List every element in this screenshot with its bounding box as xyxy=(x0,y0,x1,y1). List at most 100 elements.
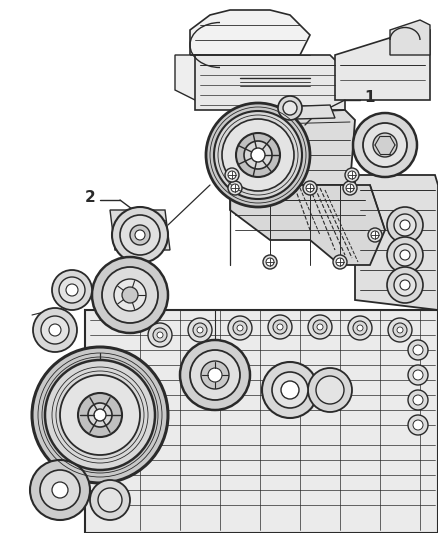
Circle shape xyxy=(112,207,168,263)
Circle shape xyxy=(193,323,207,337)
Circle shape xyxy=(236,133,280,177)
Circle shape xyxy=(387,267,423,303)
Circle shape xyxy=(353,113,417,177)
Circle shape xyxy=(237,325,243,331)
Circle shape xyxy=(316,376,344,404)
Circle shape xyxy=(52,270,92,310)
Circle shape xyxy=(78,393,122,437)
Circle shape xyxy=(188,318,212,342)
Circle shape xyxy=(32,347,168,483)
Circle shape xyxy=(222,119,294,191)
Circle shape xyxy=(102,267,158,323)
Circle shape xyxy=(408,340,428,360)
Circle shape xyxy=(387,237,423,273)
Circle shape xyxy=(94,409,106,421)
Circle shape xyxy=(388,318,412,342)
Circle shape xyxy=(400,280,410,290)
Circle shape xyxy=(90,480,130,520)
Polygon shape xyxy=(335,30,430,100)
Circle shape xyxy=(45,360,155,470)
Circle shape xyxy=(408,365,428,385)
Circle shape xyxy=(201,361,229,389)
Polygon shape xyxy=(390,20,430,55)
Circle shape xyxy=(33,308,77,352)
Circle shape xyxy=(348,171,356,179)
Polygon shape xyxy=(110,210,170,250)
Circle shape xyxy=(66,284,78,296)
Circle shape xyxy=(306,184,314,192)
Circle shape xyxy=(233,321,247,335)
Polygon shape xyxy=(175,55,205,100)
Circle shape xyxy=(120,215,160,255)
Circle shape xyxy=(387,207,423,243)
Circle shape xyxy=(135,230,145,240)
Text: 2: 2 xyxy=(85,190,95,206)
Circle shape xyxy=(393,323,407,337)
Circle shape xyxy=(408,415,428,435)
Circle shape xyxy=(228,316,252,340)
Polygon shape xyxy=(355,175,438,310)
Circle shape xyxy=(353,321,367,335)
Circle shape xyxy=(272,372,308,408)
Circle shape xyxy=(148,323,172,347)
Circle shape xyxy=(206,103,310,207)
Circle shape xyxy=(278,96,302,120)
Circle shape xyxy=(228,181,242,195)
Circle shape xyxy=(153,328,167,342)
Circle shape xyxy=(52,482,68,498)
Polygon shape xyxy=(230,110,355,185)
Circle shape xyxy=(346,184,354,192)
Circle shape xyxy=(266,258,274,266)
Circle shape xyxy=(30,460,90,520)
Circle shape xyxy=(98,488,122,512)
Circle shape xyxy=(373,133,397,157)
Circle shape xyxy=(283,101,297,115)
Circle shape xyxy=(262,362,318,418)
Circle shape xyxy=(268,315,292,339)
Circle shape xyxy=(114,279,146,311)
Circle shape xyxy=(400,220,410,230)
Circle shape xyxy=(413,420,423,430)
Circle shape xyxy=(208,368,222,382)
Circle shape xyxy=(225,168,239,182)
Polygon shape xyxy=(250,105,335,120)
Circle shape xyxy=(394,244,416,266)
Circle shape xyxy=(40,470,80,510)
Text: 1: 1 xyxy=(365,91,375,106)
Circle shape xyxy=(190,350,240,400)
Circle shape xyxy=(308,368,352,412)
Circle shape xyxy=(59,277,85,303)
Circle shape xyxy=(88,403,112,427)
Circle shape xyxy=(277,324,283,330)
Circle shape xyxy=(397,327,403,333)
Circle shape xyxy=(400,250,410,260)
Circle shape xyxy=(368,228,382,242)
Circle shape xyxy=(214,111,302,199)
Circle shape xyxy=(251,148,265,162)
Circle shape xyxy=(394,274,416,296)
Circle shape xyxy=(408,390,428,410)
Polygon shape xyxy=(85,310,438,533)
Circle shape xyxy=(413,370,423,380)
Circle shape xyxy=(348,316,372,340)
Circle shape xyxy=(263,255,277,269)
Circle shape xyxy=(197,327,203,333)
Circle shape xyxy=(130,225,150,245)
Circle shape xyxy=(357,325,363,331)
Circle shape xyxy=(273,320,287,334)
Circle shape xyxy=(244,141,272,169)
Circle shape xyxy=(303,181,317,195)
Circle shape xyxy=(231,184,239,192)
Circle shape xyxy=(371,231,379,239)
Circle shape xyxy=(41,316,69,344)
Circle shape xyxy=(317,324,323,330)
Circle shape xyxy=(363,123,407,167)
Circle shape xyxy=(180,340,250,410)
Circle shape xyxy=(308,315,332,339)
Circle shape xyxy=(413,345,423,355)
Circle shape xyxy=(333,255,347,269)
Polygon shape xyxy=(195,55,345,110)
Circle shape xyxy=(336,258,344,266)
Circle shape xyxy=(313,320,327,334)
Circle shape xyxy=(122,287,138,303)
